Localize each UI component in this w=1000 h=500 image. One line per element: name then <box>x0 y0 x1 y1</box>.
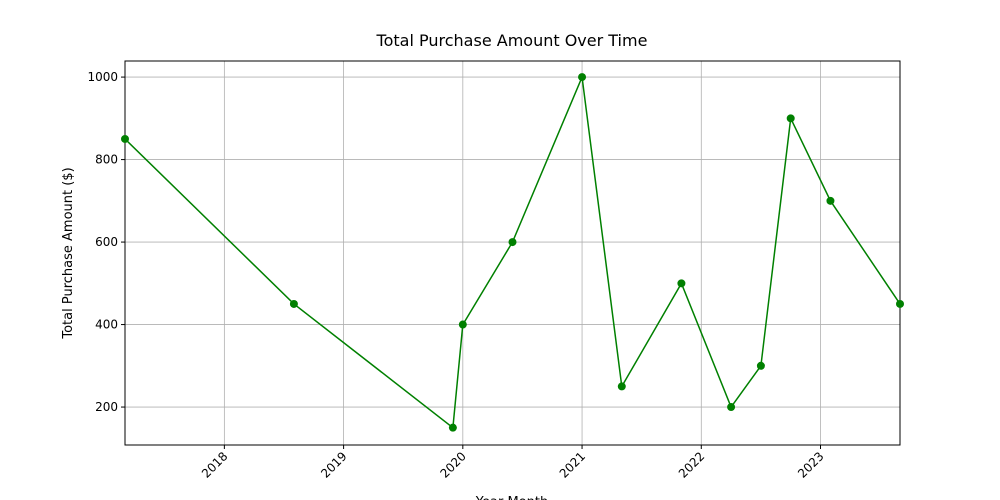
y-tick-label: 1000 <box>87 70 118 84</box>
marker <box>289 299 298 308</box>
marker <box>458 320 467 329</box>
marker <box>448 423 457 432</box>
x-tick-label: 2021 <box>557 449 588 480</box>
line <box>124 74 901 430</box>
x-tick-label: 2019 <box>318 449 349 480</box>
x-axis-label: Year Month <box>475 495 548 500</box>
x-tick-label: 2018 <box>199 449 230 480</box>
chart-title: Total Purchase Amount Over Time <box>376 31 648 50</box>
marker <box>121 134 129 143</box>
y-axis-label: Total Purchase Amount ($) <box>61 167 76 339</box>
marker <box>786 114 795 123</box>
y-tick-label: 400 <box>95 318 118 332</box>
x-tick-label: 2023 <box>795 449 826 480</box>
marker <box>727 403 736 412</box>
marker <box>677 279 686 288</box>
y-tick-label: 800 <box>95 153 118 167</box>
x-tick-label: 2020 <box>437 449 468 480</box>
marker <box>617 382 626 391</box>
marker <box>896 299 904 308</box>
y-tick-label: 600 <box>95 235 118 249</box>
marker <box>756 361 765 370</box>
marker <box>578 73 587 82</box>
plot-frame <box>124 60 901 446</box>
y-tick-label: 200 <box>95 400 118 414</box>
x-tick-label: 2022 <box>676 449 707 480</box>
marker <box>826 196 835 205</box>
marker <box>508 238 517 247</box>
